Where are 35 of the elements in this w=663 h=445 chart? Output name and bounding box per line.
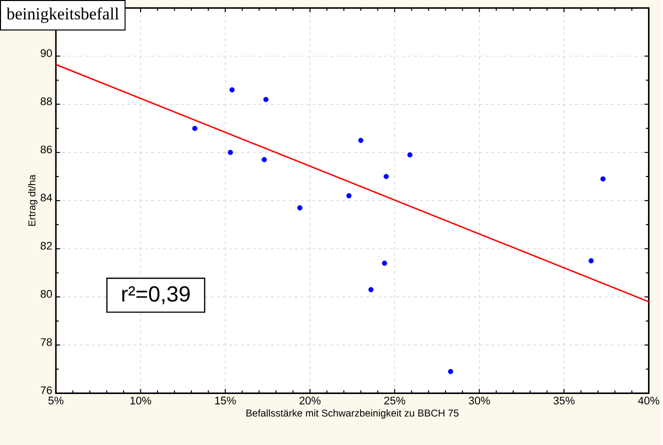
y-axis-title: Ertrag dt/ha [28,174,38,226]
x-tick-label: 35% [554,396,575,404]
annotation: r²=0,39 [122,286,190,304]
y-tick-label: 84 [40,194,52,202]
point [382,260,388,266]
y-tick-label: 80 [40,290,52,298]
x-tick-label: 40% [638,396,660,404]
x-axis-title: Befallsstärke mit Schwarzbeinigkeit zu BBCH 75 [246,409,459,419]
point [600,176,606,182]
x-tick-label: 5% [48,396,64,404]
x-tick-label: 10% [130,396,152,404]
point [192,126,198,131]
chart-title: beinigkeitsbefall [6,7,119,23]
y-tick-label: 88 [40,97,52,106]
x-tick-label: 15% [215,396,236,404]
y-tick-label: 82 [40,242,52,250]
point [368,287,374,292]
point [448,368,454,374]
y-tick-label: 86 [40,146,52,154]
y-tick-label: 78 [40,338,52,346]
point [358,138,364,143]
x-tick-label: 30% [468,396,490,404]
x-tick-label: 25% [384,396,406,404]
point [588,258,594,264]
point [262,157,267,162]
y-tick-label: 76 [40,386,52,394]
point [228,150,233,155]
point [407,152,412,158]
point [384,174,389,180]
x-tick-label: 20% [300,396,321,404]
point [263,96,269,102]
y-tick-label: 90 [40,49,52,57]
point [229,87,235,92]
point [297,205,302,210]
point [346,193,352,198]
